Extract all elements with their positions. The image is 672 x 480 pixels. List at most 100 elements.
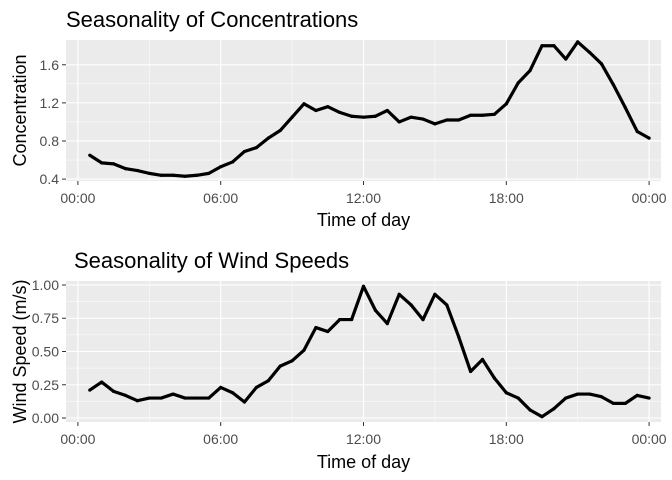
data-point xyxy=(397,292,401,296)
data-point xyxy=(611,83,616,87)
data-point xyxy=(433,292,437,296)
wind-speed-chart: 00:00 06:00 12:00 18:00 00:000.000.250.500.7… xyxy=(10,248,667,472)
y-tick-label: 0.4 xyxy=(40,171,60,187)
data-point xyxy=(540,415,544,419)
concentration-chart: 00:00 06:00 12:00 18:00 00:000.40.81.21.6Sea… xyxy=(10,7,667,230)
data-point xyxy=(195,173,199,177)
x-tick-label: 12:00 xyxy=(346,431,381,447)
y-axis-label: Concentration xyxy=(10,54,30,166)
data-point xyxy=(469,113,473,117)
data-point xyxy=(635,129,639,134)
y-tick-label: 0.8 xyxy=(40,133,60,149)
data-point xyxy=(123,393,128,397)
data-point xyxy=(457,335,461,339)
data-point xyxy=(207,171,211,175)
data-point xyxy=(623,401,627,405)
data-point xyxy=(599,62,604,66)
x-axis-label: Time of day xyxy=(317,210,410,230)
y-tick-label: 0.75 xyxy=(32,310,59,326)
data-point xyxy=(588,50,592,54)
data-point xyxy=(564,396,568,400)
data-point xyxy=(552,407,556,411)
x-tick-label: 00:00 xyxy=(60,190,95,206)
data-point xyxy=(326,329,330,334)
data-point xyxy=(492,376,496,380)
data-point xyxy=(492,112,496,116)
data-point xyxy=(623,106,627,110)
chart-title: Seasonality of Concentrations xyxy=(66,7,358,32)
data-point xyxy=(421,317,425,322)
data-point xyxy=(231,160,235,164)
y-tick-label: 0.50 xyxy=(32,344,59,360)
data-point xyxy=(100,380,104,384)
data-point xyxy=(171,173,175,177)
data-point xyxy=(504,102,508,106)
data-point xyxy=(302,102,306,106)
data-point xyxy=(338,110,342,115)
data-point xyxy=(469,369,473,374)
data-point xyxy=(421,117,425,121)
data-point xyxy=(88,388,92,392)
data-point xyxy=(445,303,449,307)
data-point xyxy=(183,396,187,400)
x-tick-label: 00:00 xyxy=(632,190,667,206)
data-point xyxy=(135,168,139,173)
x-tick-label: 18:00 xyxy=(489,190,524,206)
x-tick-label: 00:00 xyxy=(60,431,95,447)
data-point xyxy=(290,115,294,119)
data-point xyxy=(361,115,366,119)
data-point xyxy=(647,136,651,140)
data-point xyxy=(457,118,461,122)
data-point xyxy=(266,379,270,383)
data-point xyxy=(373,308,377,312)
data-point xyxy=(266,136,270,140)
y-tick-label: 1.2 xyxy=(40,95,60,111)
data-point xyxy=(361,284,366,288)
data-point xyxy=(480,113,485,117)
data-point xyxy=(207,396,211,400)
data-point xyxy=(611,401,616,405)
data-point xyxy=(242,149,247,154)
data-point xyxy=(588,392,592,396)
chart-title: Seasonality of Wind Speeds xyxy=(74,248,349,273)
data-point xyxy=(171,392,175,396)
data-point xyxy=(373,114,377,118)
data-point xyxy=(552,44,556,48)
x-tick-label: 00:00 xyxy=(632,431,667,447)
data-point xyxy=(385,321,389,326)
data-point xyxy=(183,174,187,178)
data-point xyxy=(290,359,294,363)
data-point xyxy=(504,391,508,395)
data-point xyxy=(195,396,199,400)
x-tick-label: 12:00 xyxy=(346,190,381,206)
data-point xyxy=(326,105,330,109)
y-tick-label: 1.6 xyxy=(40,57,60,73)
x-tick-label: 06:00 xyxy=(203,431,238,447)
data-point xyxy=(100,161,104,165)
data-point xyxy=(254,146,258,150)
series-line xyxy=(88,284,650,419)
data-point xyxy=(231,391,235,395)
series-line xyxy=(88,40,650,178)
x-tick-label: 18:00 xyxy=(489,431,524,447)
data-point xyxy=(147,396,151,400)
data-point xyxy=(528,408,532,412)
data-point xyxy=(516,81,520,85)
data-point xyxy=(135,399,139,403)
data-point xyxy=(112,162,116,166)
data-point xyxy=(350,317,354,322)
data-point xyxy=(159,173,163,177)
data-point xyxy=(647,396,651,400)
data-point xyxy=(564,57,568,61)
data-point xyxy=(302,348,306,352)
data-point xyxy=(397,120,401,124)
data-point xyxy=(88,153,92,157)
data-point xyxy=(433,122,437,126)
data-point xyxy=(576,40,580,44)
y-tick-label: 0.25 xyxy=(32,377,59,393)
data-point xyxy=(635,393,639,397)
data-point xyxy=(528,68,532,73)
data-point xyxy=(159,396,163,400)
data-point xyxy=(540,44,544,48)
data-point xyxy=(350,114,354,118)
